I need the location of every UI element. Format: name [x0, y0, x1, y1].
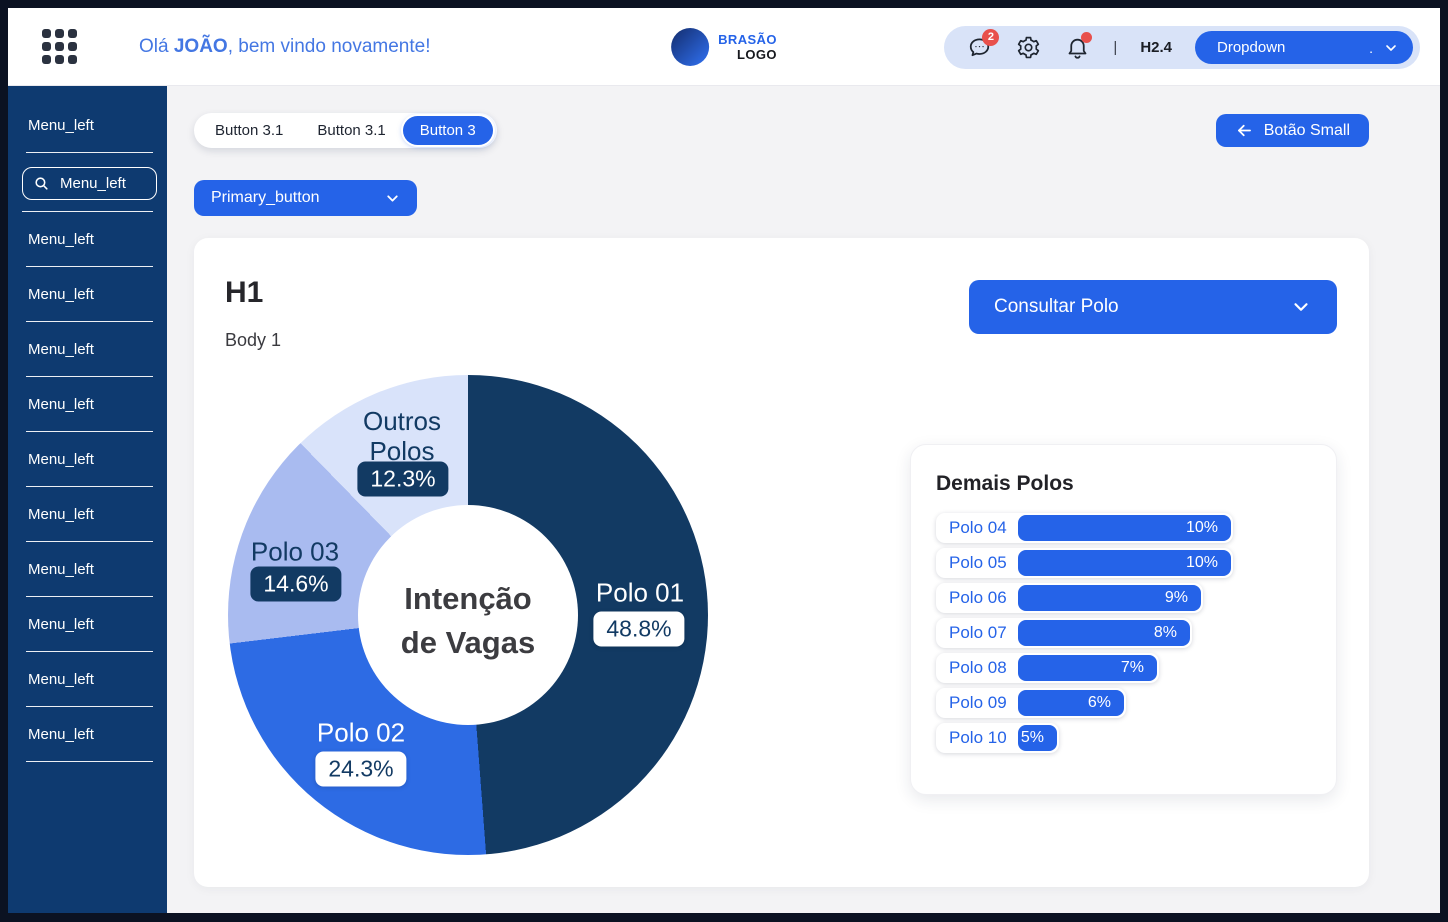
bar-label: Polo 10 [949, 728, 1007, 747]
bar-label: Polo 04 [949, 518, 1007, 537]
chevron-down-icon [1294, 303, 1308, 311]
header-divider: | [1113, 39, 1118, 56]
sidebar-item[interactable]: Menu_left [26, 322, 153, 377]
sidebar-item[interactable]: Menu_left [26, 487, 153, 542]
donut-center [358, 505, 578, 725]
tab-button-3-1-a[interactable]: Button 3.1 [215, 122, 284, 139]
page-title: H1 [225, 276, 264, 309]
brand-logo: BRASÃO LOGO [671, 27, 777, 66]
chevron-down-icon [1386, 44, 1396, 51]
bar-row-polo-04: Polo 04 10% [936, 513, 1233, 543]
consultar-polo-button[interactable]: Consultar Polo [969, 280, 1337, 334]
bar-row-polo-10: Polo 10 5% [936, 723, 1059, 753]
bar-row-polo-09: Polo 09 6% [936, 688, 1126, 718]
sidebar-item[interactable]: Menu_left [26, 707, 153, 762]
bar-label: Polo 05 [949, 553, 1007, 572]
bar-polo-04: 10% [1018, 515, 1231, 541]
logo-circle-icon [671, 27, 710, 66]
bar-label: Polo 06 [949, 588, 1007, 607]
sidebar-search-item[interactable]: Menu_left [22, 167, 157, 200]
left-sidebar: Menu_left Menu_left Menu_left Menu_left … [8, 86, 167, 913]
sidebar-item[interactable]: Menu_left [26, 432, 153, 487]
tab-group: Button 3.1 Button 3.1 Button 3 [194, 113, 497, 148]
bar-row-polo-05: Polo 05 10% [936, 548, 1233, 578]
dropdown-label: Dropdown [1217, 39, 1286, 56]
header-utilities: 2 | H2.4 Dropdown . [944, 26, 1420, 69]
page-subtitle: Body 1 [225, 330, 282, 350]
panel-title: Demais Polos [936, 472, 1074, 495]
dropdown-dot: . [1369, 39, 1373, 56]
app-window: Olá JOÃO, bem vindo novamente! BRASÃO LO… [8, 8, 1440, 913]
sidebar-divider [22, 200, 153, 212]
bar-polo-10: 5% [1018, 725, 1057, 751]
chat-badge: 2 [982, 28, 1000, 46]
bar-polo-05: 10% [1018, 550, 1231, 576]
logo-line2: LOGO [736, 46, 777, 62]
bar-polo-06: 9% [1018, 585, 1201, 611]
bell-icon[interactable] [1064, 31, 1093, 61]
demais-polos-panel: Demais Polos Polo 04 10% Polo 05 10% Pol… [910, 444, 1337, 795]
bar-row-polo-06: Polo 06 9% [936, 583, 1203, 613]
sidebar-item[interactable]: Menu_left [26, 267, 153, 322]
sidebar-item[interactable]: Menu_left [26, 652, 153, 707]
bar-row-polo-07: Polo 07 8% [936, 618, 1192, 648]
bar-label: Polo 09 [949, 693, 1007, 712]
user-name: JOÃO [173, 35, 228, 57]
top-header: Olá JOÃO, bem vindo novamente! BRASÃO LO… [8, 8, 1440, 86]
bar-row-polo-08: Polo 08 7% [936, 653, 1159, 683]
bar-label: Polo 08 [949, 658, 1007, 677]
header-dropdown-button[interactable]: Dropdown . [1195, 31, 1413, 64]
sidebar-item[interactable]: Menu_left [26, 212, 153, 267]
app-grid-menu-icon[interactable] [42, 29, 77, 64]
gear-icon[interactable] [1015, 35, 1041, 61]
dashboard-card: H1 Body 1 Consultar Polo Intenção de Vag… [194, 238, 1369, 887]
primary-dropdown-button[interactable]: Primary_button [194, 180, 417, 216]
notification-dot [1081, 31, 1093, 43]
bar-polo-09: 6% [1018, 690, 1124, 716]
version-label: H2.4 [1140, 39, 1172, 56]
tab-button-3-active[interactable]: Button 3 [402, 116, 493, 145]
greeting-text: Olá JOÃO, bem vindo novamente! [139, 35, 431, 57]
sidebar-item[interactable]: Menu_left [26, 597, 153, 652]
chat-icon[interactable]: 2 [966, 28, 1000, 61]
main-content: Button 3.1 Button 3.1 Button 3 Botão Sma… [167, 86, 1440, 913]
logo-line1: BRASÃO [718, 31, 777, 47]
bar-chart: Polo 04 10% Polo 05 10% Polo 06 9% Pol [936, 513, 1312, 753]
search-icon [35, 177, 48, 190]
sidebar-search-label: Menu_left [60, 175, 126, 192]
bar-label: Polo 07 [949, 623, 1007, 642]
chevron-down-icon [387, 194, 398, 202]
bar-polo-08: 7% [1018, 655, 1157, 681]
arrow-left-icon [1237, 124, 1251, 137]
bar-polo-07: 8% [1018, 620, 1190, 646]
back-button[interactable]: Botão Small [1215, 114, 1369, 147]
sidebar-item[interactable]: Menu_left [26, 98, 153, 153]
tab-button-3-1-b[interactable]: Button 3.1 [317, 122, 386, 139]
sidebar-item[interactable]: Menu_left [26, 542, 153, 597]
sidebar-item[interactable]: Menu_left [26, 377, 153, 432]
donut-chart: Intenção de Vagas Polo 01 48.8% Polo 02 … [228, 375, 708, 855]
